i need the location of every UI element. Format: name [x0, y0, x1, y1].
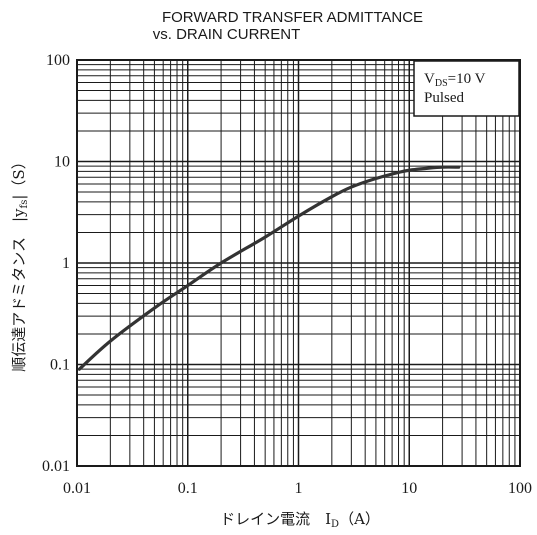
- y-tick-label: 0.01: [42, 458, 70, 475]
- x-tick-labels: 0.01 0.1 1 10 100: [63, 480, 532, 497]
- x-tick-label: 1: [295, 480, 303, 497]
- legend-vds-value: =10 V: [448, 71, 486, 87]
- y-tick-label: 1: [62, 255, 70, 272]
- y-tick-label: 100: [46, 52, 70, 69]
- grid: [77, 60, 520, 466]
- chart-title: FORWARD TRANSFER ADMITTANCE: [161, 9, 424, 26]
- y-tick-labels: 0.01 0.1 1 10 100: [42, 52, 70, 475]
- x-axis-label: ドレイン電流 ID（A）: [220, 510, 380, 530]
- legend-pulsed: Pulsed: [424, 90, 465, 106]
- x-tick-label: 0.1: [178, 480, 198, 497]
- legend-box: VDS=10 V Pulsed: [413, 60, 520, 117]
- chart-subtitle: vs. DRAIN CURRENT: [152, 26, 301, 43]
- legend-vds-main: V: [424, 71, 435, 87]
- x-tick-label: 0.01: [63, 480, 91, 497]
- x-axis-label-main: ドレイン電流 I: [220, 510, 331, 528]
- x-tick-label: 100: [508, 480, 532, 497]
- y-axis-label-main: 順伝達アドミタンス |y: [10, 208, 28, 372]
- y-tick-label: 10: [54, 154, 70, 171]
- legend-frame: [413, 60, 520, 117]
- y-axis-label-unit: |（S）: [10, 154, 28, 199]
- x-axis-label-unit: （A）: [339, 510, 380, 528]
- y-tick-label: 0.1: [50, 357, 70, 374]
- y-axis-label: 順伝達アドミタンス |yfs|（S）: [10, 154, 30, 371]
- legend-vds: VDS=10 V: [424, 71, 486, 89]
- admittance-curve: [77, 165, 461, 371]
- x-axis-label-sub: D: [331, 519, 339, 530]
- y-axis-label-sub: fs: [19, 200, 30, 209]
- x-tick-label: 10: [401, 480, 417, 497]
- plot-frame: [76, 59, 521, 467]
- legend-vds-sub: DS: [435, 78, 448, 89]
